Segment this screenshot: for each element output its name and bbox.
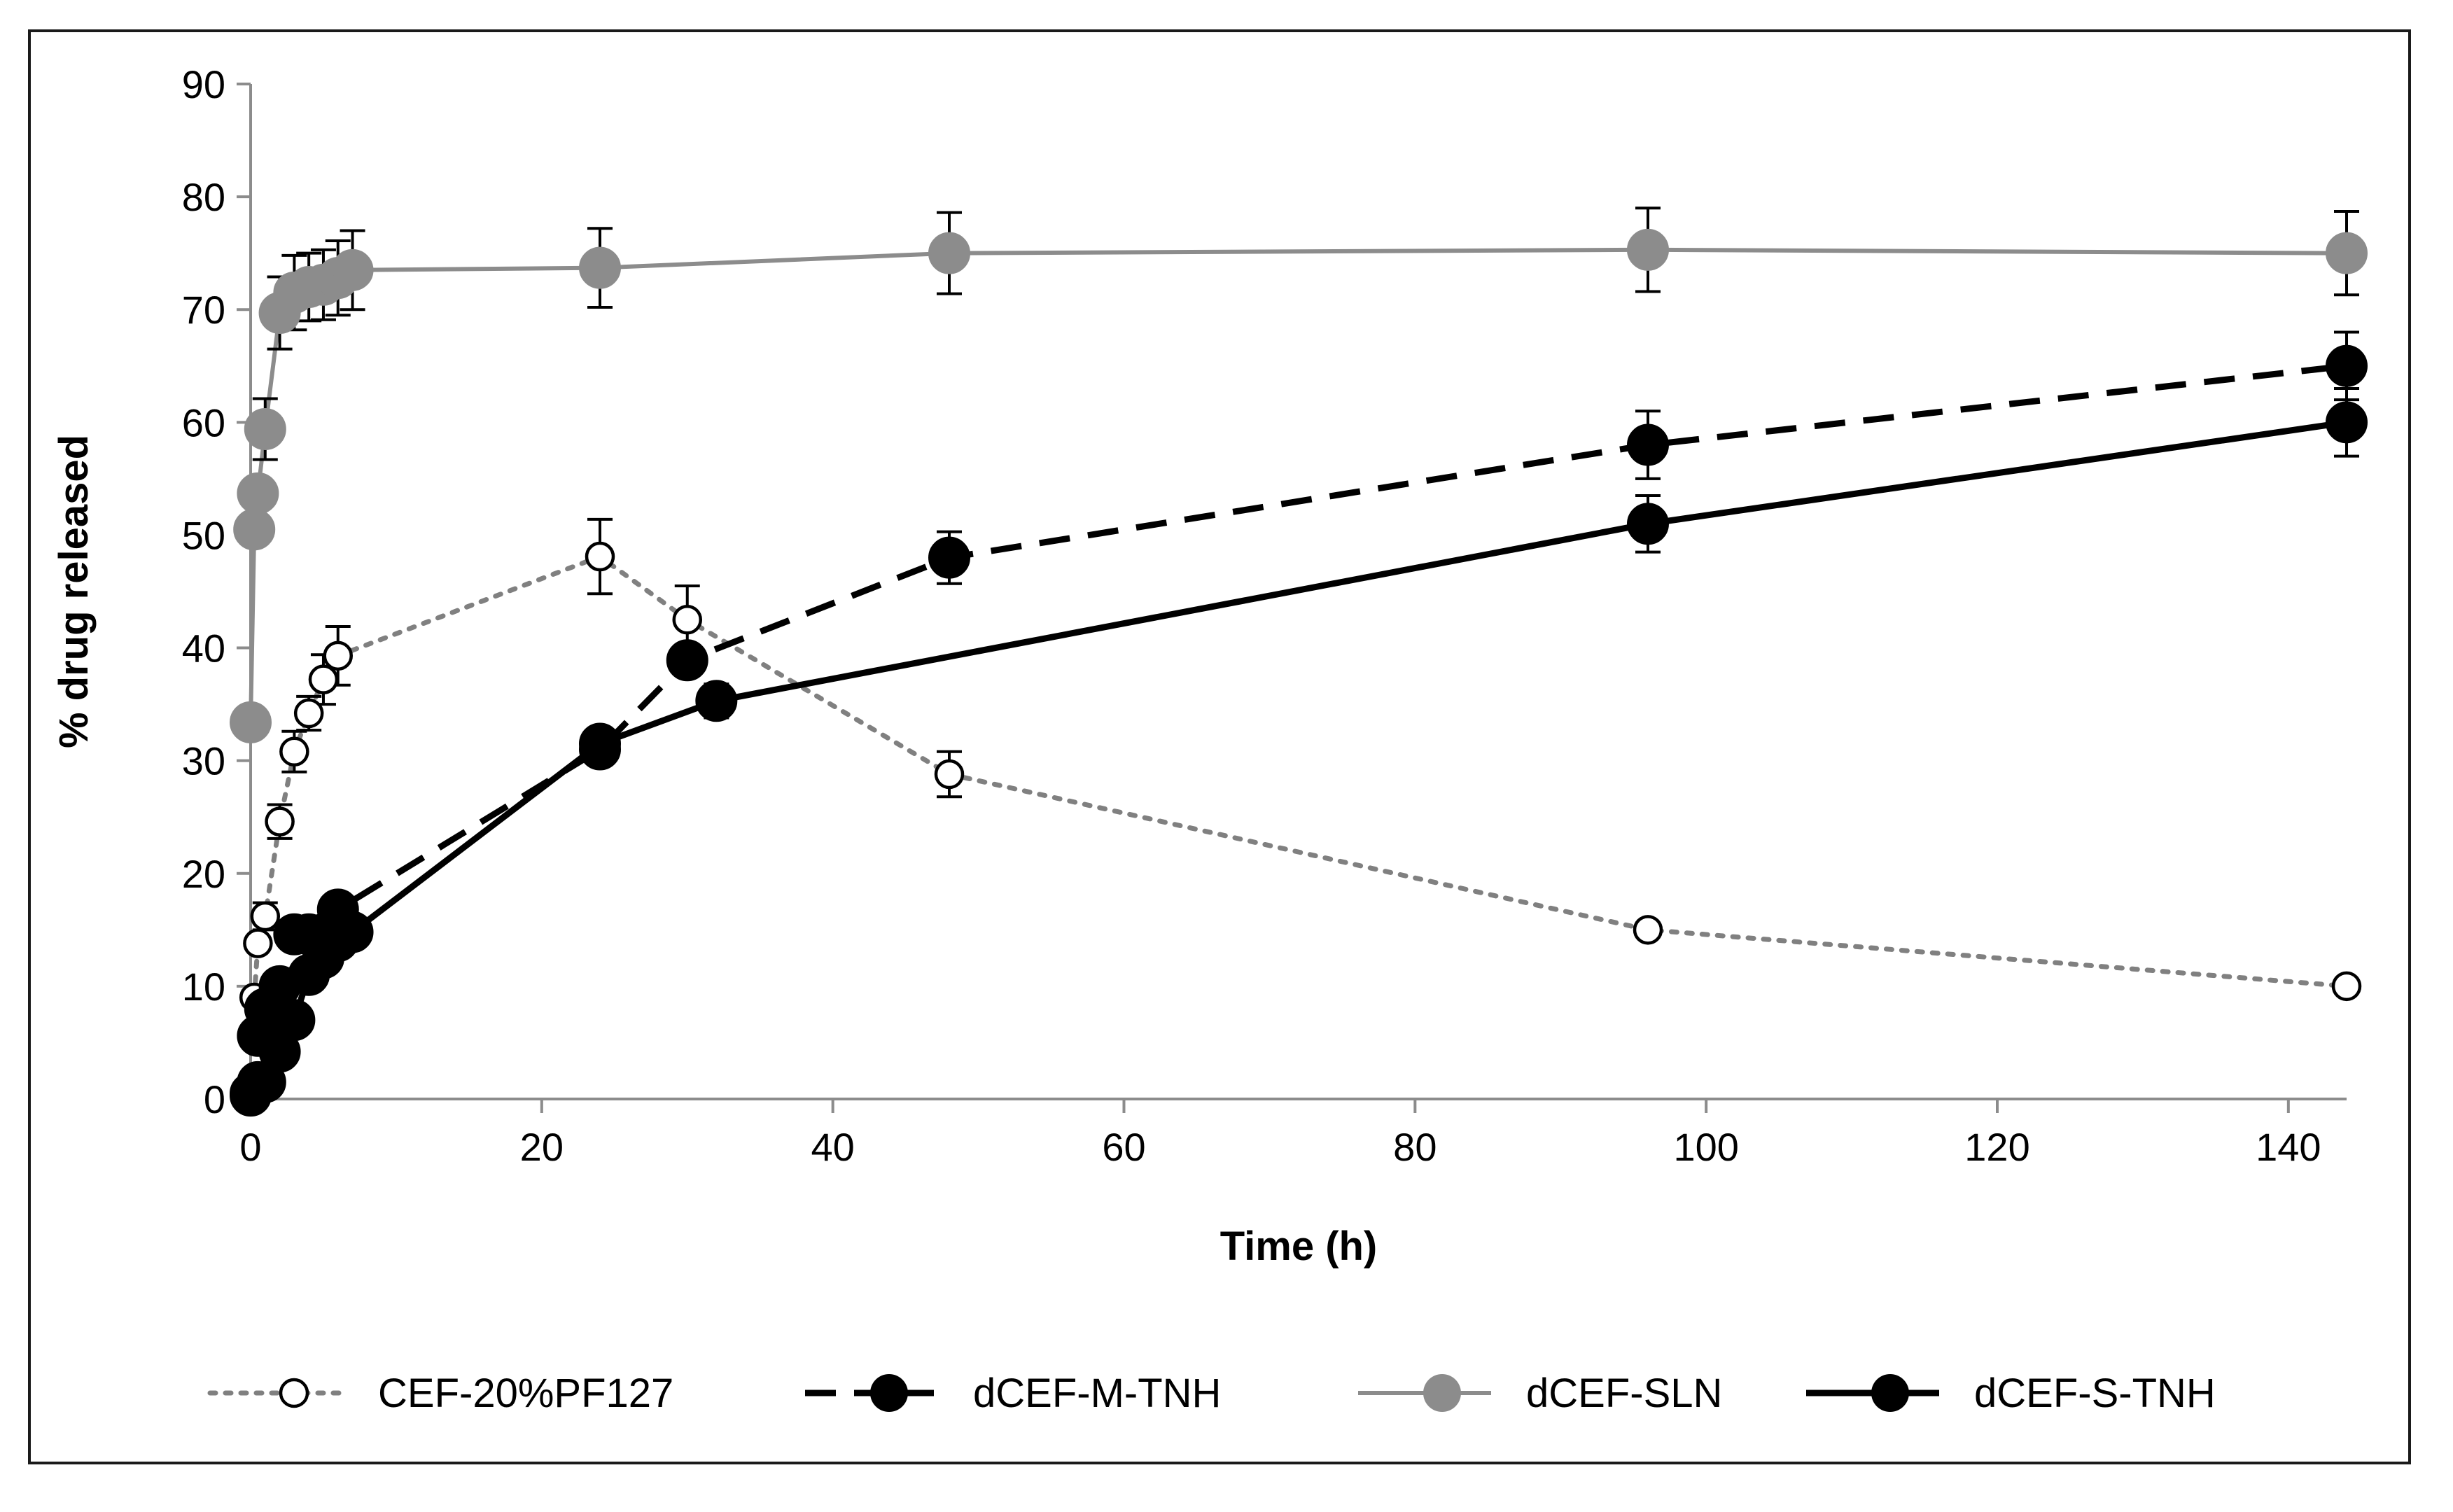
legend-swatch-marker — [1871, 1374, 1909, 1412]
legend-swatch-marker — [870, 1374, 908, 1412]
series-dcef-sln — [230, 206, 2368, 743]
legend-swatch-marker — [279, 1378, 309, 1408]
x-tick-label: 0 — [239, 1125, 261, 1169]
data-point — [1627, 424, 1669, 466]
legend-item: dCEF-SLN — [1358, 1371, 1722, 1416]
data-point — [279, 736, 309, 767]
y-tick-label: 30 — [182, 739, 225, 783]
data-point — [1633, 915, 1663, 945]
y-tick-label: 80 — [182, 175, 225, 219]
y-tick-label: 50 — [182, 513, 225, 557]
data-point — [666, 639, 708, 682]
y-tick-label: 60 — [182, 400, 225, 444]
data-point — [250, 901, 281, 932]
series-line — [247, 363, 2347, 1094]
data-point — [237, 472, 279, 514]
data-point — [308, 664, 339, 694]
series-layer — [230, 206, 2368, 1117]
series-line — [248, 419, 2347, 1098]
series-line — [249, 247, 2347, 722]
series-line — [251, 554, 2349, 1000]
x-tick-label: 120 — [1964, 1125, 2029, 1169]
data-point — [928, 232, 970, 274]
data-point — [331, 248, 374, 291]
y-tick-label: 90 — [182, 62, 225, 106]
data-point — [323, 640, 353, 671]
data-point — [2326, 401, 2368, 444]
data-point — [273, 999, 316, 1042]
data-point — [928, 536, 970, 579]
legend-item: CEF-20%PF127 — [207, 1371, 673, 1416]
legend-label: dCEF-SLN — [1526, 1371, 1722, 1416]
data-point — [2326, 344, 2368, 387]
data-point — [695, 680, 738, 722]
legend-label: dCEF-M-TNH — [973, 1371, 1221, 1416]
y-axis-title: % drug released — [51, 435, 97, 748]
y-tick-label: 10 — [182, 965, 225, 1009]
data-point — [244, 408, 286, 450]
series-dcef-s-tnh — [230, 387, 2368, 1117]
x-tick-label: 20 — [520, 1125, 564, 1169]
legend: CEF-20%PF127 dCEF-M-TNH dCEF-SLN dCEF-S-TNH — [207, 1371, 2216, 1416]
legend-swatch-marker — [1423, 1374, 1461, 1412]
y-tick-label: 20 — [182, 852, 225, 896]
y-tick-label: 70 — [182, 288, 225, 332]
x-tick-label: 100 — [1673, 1125, 1738, 1169]
data-point — [934, 759, 965, 790]
x-axis-title: Time (h) — [1220, 1224, 1378, 1269]
data-point — [2326, 232, 2368, 274]
x-tick-label: 140 — [2256, 1125, 2321, 1169]
y-tick-label: 0 — [204, 1077, 225, 1121]
x-tick-label: 40 — [811, 1125, 855, 1169]
x-tick-label: 80 — [1393, 1125, 1437, 1169]
legend-label: dCEF-S-TNH — [1974, 1371, 2216, 1416]
data-point — [243, 928, 273, 958]
data-point — [579, 246, 621, 289]
series-dcef-m-tnh — [230, 330, 2368, 1114]
data-point — [672, 605, 702, 635]
data-point — [579, 722, 621, 765]
legend-item: dCEF-M-TNH — [805, 1371, 1221, 1416]
data-point — [585, 541, 615, 572]
data-point — [293, 698, 324, 729]
data-point — [230, 701, 272, 743]
x-tick-label: 60 — [1102, 1125, 1145, 1169]
data-point — [265, 806, 295, 836]
data-point — [1627, 228, 1669, 271]
legend-item: dCEF-S-TNH — [1806, 1371, 2216, 1416]
axes: 0 10 20 30 40 50 60 70 80 90 0 20 40 60 80 100 120 140 — [182, 62, 2347, 1169]
y-tick-label: 40 — [182, 626, 225, 671]
legend-label: CEF-20%PF127 — [378, 1371, 673, 1416]
data-point — [233, 508, 276, 551]
data-point — [331, 911, 374, 953]
data-point — [2331, 971, 2362, 1002]
data-point — [1627, 503, 1669, 545]
